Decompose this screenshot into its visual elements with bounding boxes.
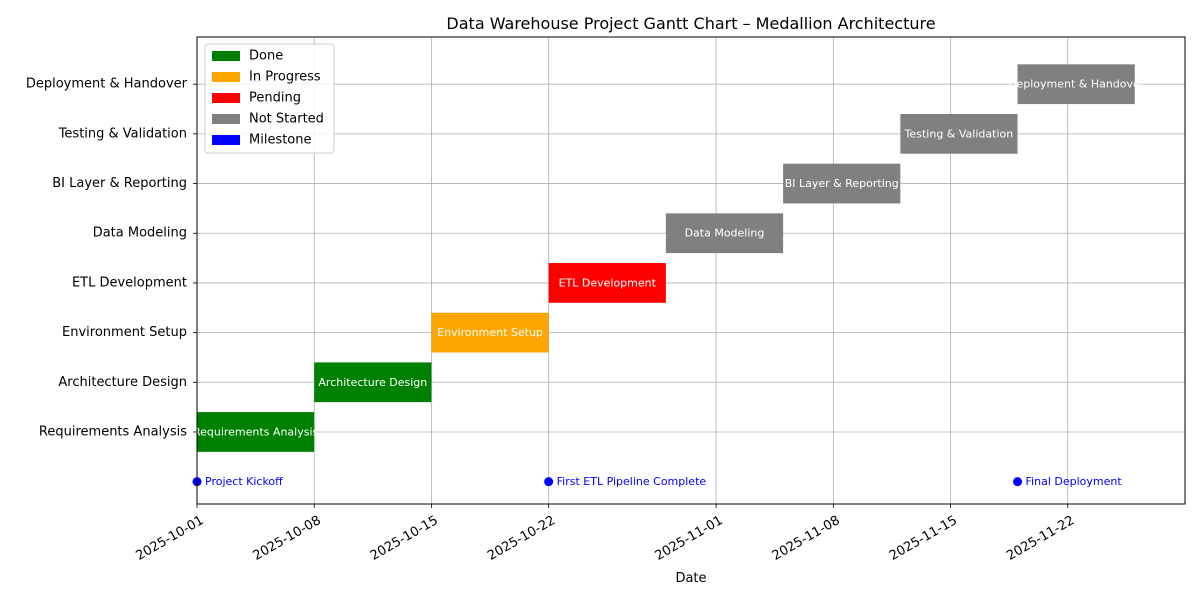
x-axis: 2025-10-01 2025-10-08 2025-10-15 2025-10-22… xyxy=(133,504,1077,564)
task-bar xyxy=(197,412,315,452)
milestone-label: First ETL Pipeline Complete xyxy=(557,475,707,488)
x-tick-label: 2025-11-08 xyxy=(770,513,843,564)
y-tick-label: Data Modeling xyxy=(93,226,187,241)
legend-label: Not Started xyxy=(249,112,324,127)
milestone-label: Final Deployment xyxy=(1026,475,1123,488)
milestone-label: Project Kickoff xyxy=(205,475,283,488)
legend-swatch xyxy=(212,72,240,82)
legend-swatch xyxy=(212,51,240,61)
task-bar-label: ETL Development xyxy=(559,276,657,289)
y-tick-label: Requirements Analysis xyxy=(39,424,187,439)
legend-label: In Progress xyxy=(249,70,321,85)
milestone-marker xyxy=(1013,477,1023,487)
task-bar-label: Deployment & Handover xyxy=(1008,78,1145,91)
x-tick-label: 2025-11-22 xyxy=(1004,513,1077,564)
task-bar-label: Architecture Design xyxy=(318,376,427,389)
chart-title: Data Warehouse Project Gantt Chart – Med… xyxy=(446,14,935,33)
legend-swatch xyxy=(212,135,240,145)
y-tick-label: Architecture Design xyxy=(58,375,187,390)
task-bar xyxy=(314,362,432,403)
task-bar-label: Requirements Analysis xyxy=(193,425,319,438)
y-tick-label: BI Layer & Reporting xyxy=(52,176,187,191)
task-bar-label: Data Modeling xyxy=(685,227,765,240)
task-bar-label: Testing & Validation xyxy=(904,127,1014,140)
task-bar xyxy=(665,213,784,254)
x-tick-label: 2025-11-01 xyxy=(653,513,726,564)
legend: Done In Progress Pending Not Started Milesto… xyxy=(204,43,335,154)
x-tick-label: 2025-10-01 xyxy=(133,513,206,564)
milestones: Project Kickoff First ETL Pipeline Comple… xyxy=(192,475,1123,488)
y-tick-label: Testing & Validation xyxy=(58,126,187,141)
plot-frame xyxy=(196,36,1186,505)
legend-label: Done xyxy=(249,49,283,64)
task-bar xyxy=(900,114,1018,154)
task-bar xyxy=(783,163,901,204)
task-bar xyxy=(431,312,549,353)
grid xyxy=(196,37,1185,504)
task-bar xyxy=(1017,64,1135,105)
legend-box xyxy=(204,43,335,154)
x-tick-label: 2025-10-15 xyxy=(368,513,441,564)
x-tick-label: 2025-11-15 xyxy=(887,513,960,564)
legend-label: Pending xyxy=(249,91,301,106)
task-bars: Requirements Analysis Architecture Design… xyxy=(193,64,1145,452)
milestone-marker xyxy=(544,477,554,487)
legend-swatch xyxy=(212,93,240,103)
x-tick-label: 2025-10-08 xyxy=(251,513,324,564)
task-bar xyxy=(548,263,666,303)
task-bar-label: Environment Setup xyxy=(437,326,543,339)
y-tick-label: Deployment & Handover xyxy=(26,77,188,92)
y-tick-label: Environment Setup xyxy=(62,325,187,340)
legend-label: Milestone xyxy=(249,133,312,148)
task-bar-label: BI Layer & Reporting xyxy=(785,177,899,190)
y-tick-label: ETL Development xyxy=(72,275,187,290)
x-tick-label: 2025-10-22 xyxy=(485,513,558,564)
legend-swatch xyxy=(212,114,240,124)
x-axis-label: Date xyxy=(675,571,706,586)
y-axis: Requirements Analysis Architecture Design… xyxy=(26,77,197,439)
